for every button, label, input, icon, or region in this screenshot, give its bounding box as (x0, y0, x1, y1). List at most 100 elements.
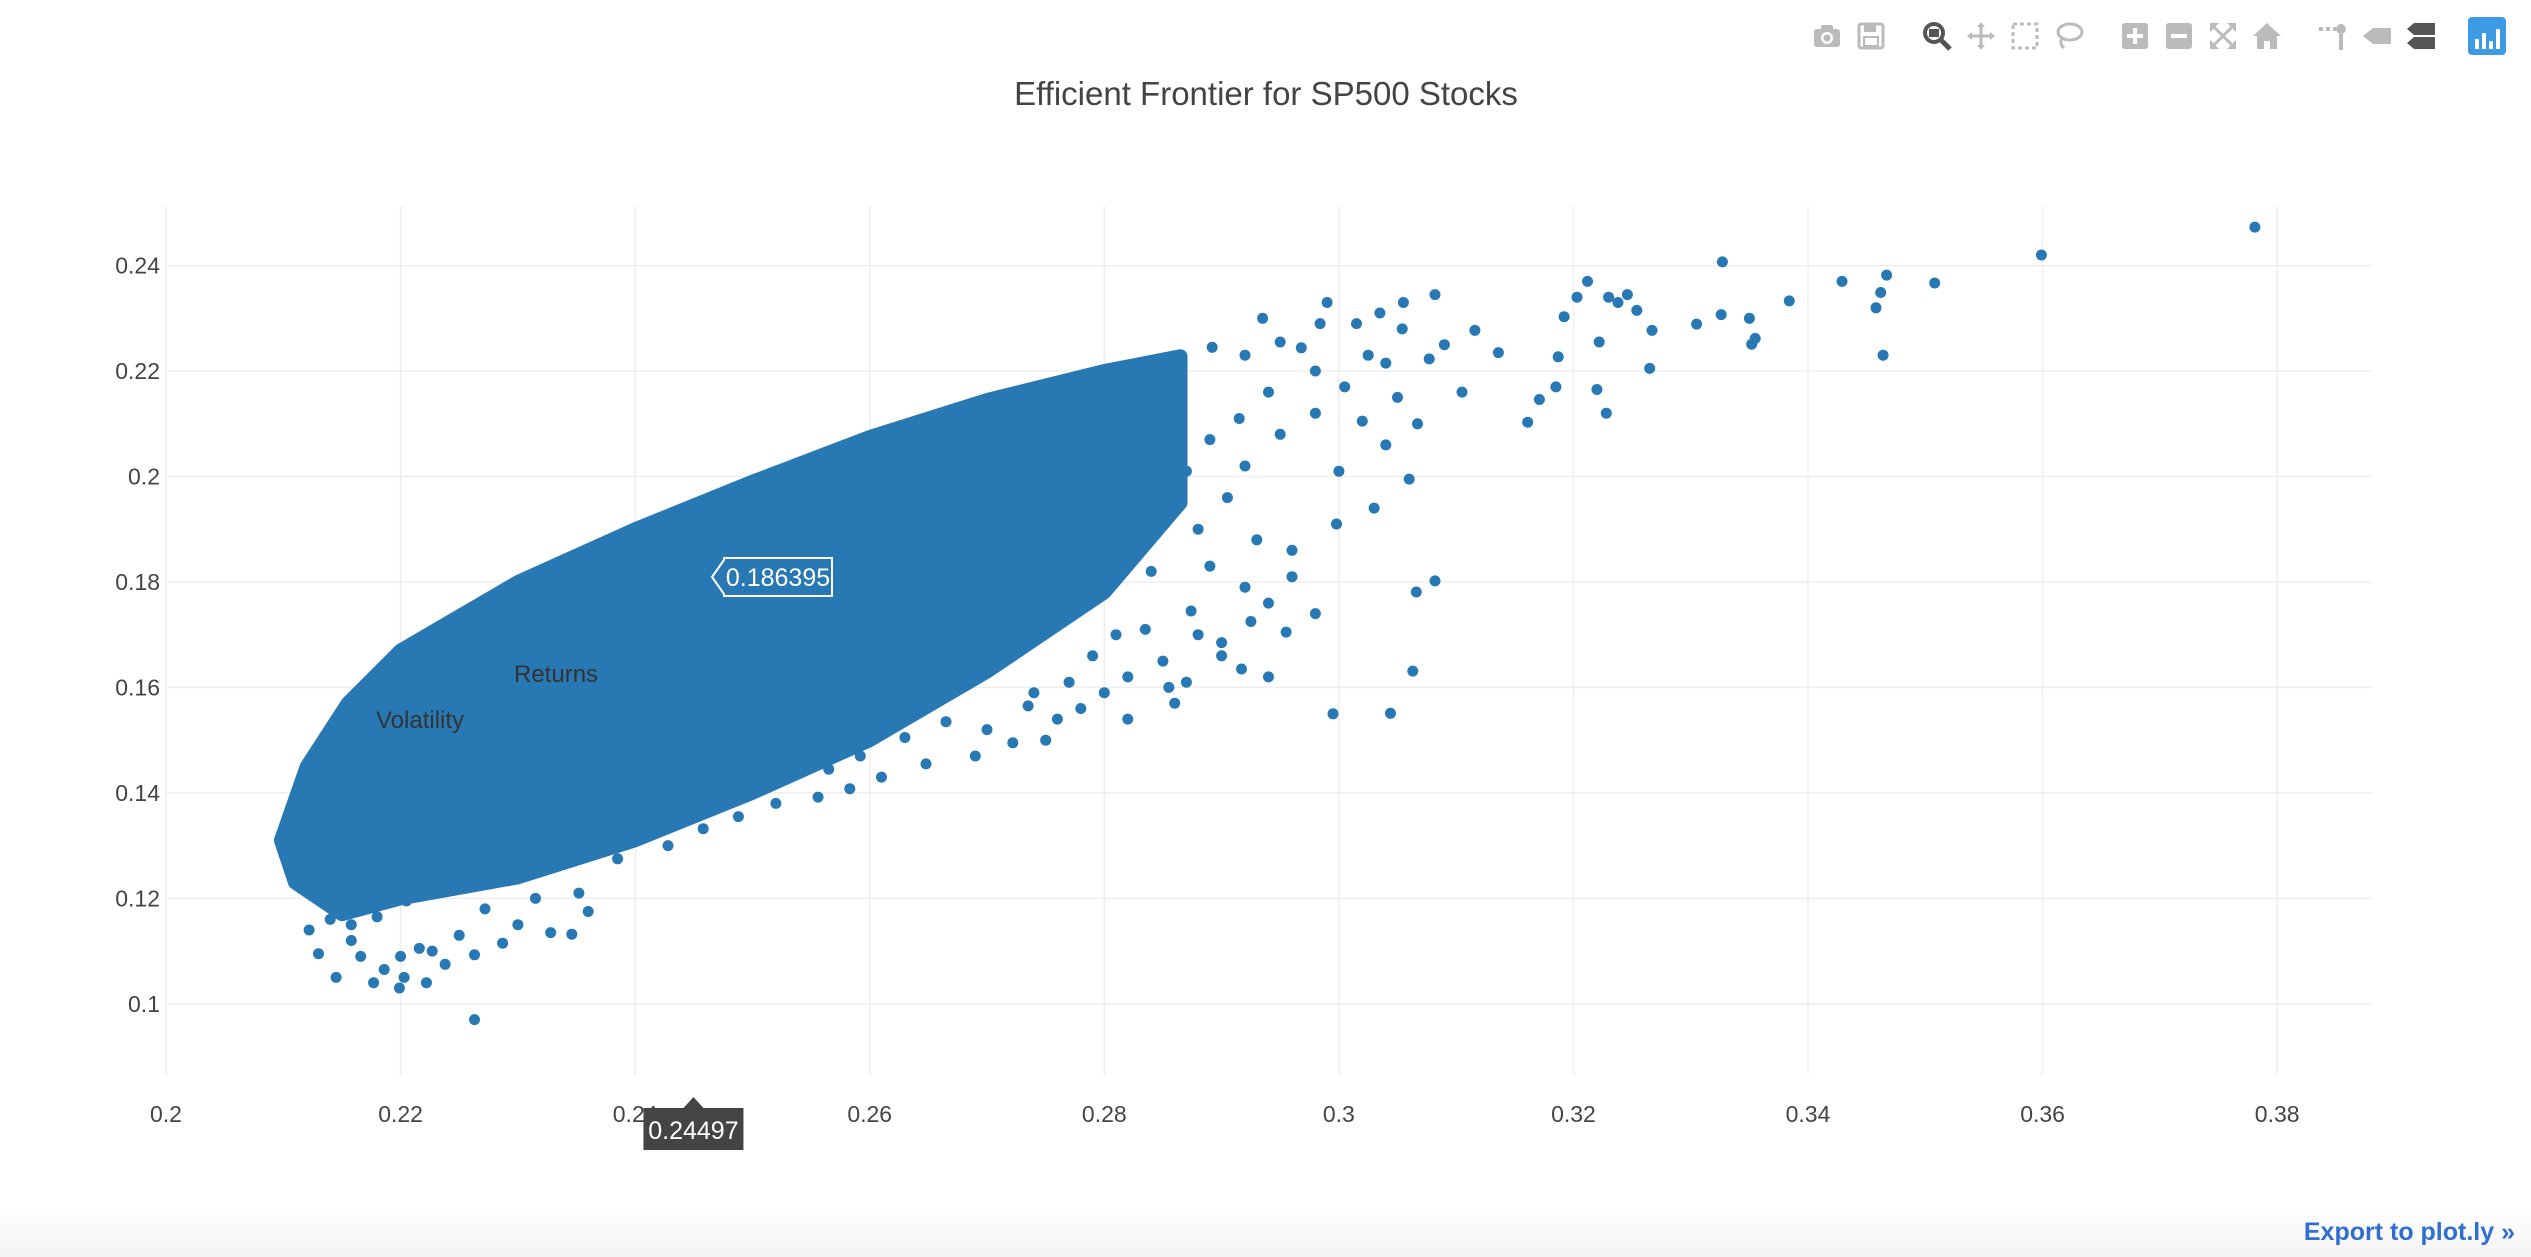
data-point[interactable] (946, 634, 958, 646)
data-point[interactable] (1600, 407, 1612, 419)
zoom-button[interactable] (1915, 14, 1959, 58)
data-point[interactable] (1239, 460, 1251, 472)
data-point[interactable] (1180, 465, 1192, 477)
data-point[interactable] (1169, 697, 1181, 709)
data-point[interactable] (1075, 703, 1087, 714)
data-point[interactable] (1380, 357, 1392, 369)
data-point[interactable] (395, 950, 407, 962)
data-point[interactable] (1356, 415, 1368, 427)
data-point[interactable] (1351, 318, 1362, 330)
data-point[interactable] (1233, 413, 1245, 424)
data-point[interactable] (1396, 323, 1408, 335)
data-point[interactable] (469, 949, 480, 961)
data-point[interactable] (324, 913, 336, 925)
data-point[interactable] (1110, 471, 1122, 482)
data-point[interactable] (1185, 605, 1197, 617)
data-point[interactable] (1204, 434, 1216, 446)
data-point[interactable] (1646, 324, 1658, 336)
data-point[interactable] (1368, 502, 1380, 514)
export-to-plotly-link[interactable]: Export to plot.ly » (2303, 1218, 2515, 1246)
data-point[interactable] (1251, 534, 1263, 546)
data-point[interactable] (1603, 291, 1615, 303)
data-point[interactable] (1716, 256, 1728, 268)
data-point[interactable] (1309, 407, 1321, 419)
data-point[interactable] (1257, 312, 1269, 324)
data-point[interactable] (641, 797, 653, 809)
pan-button[interactable] (1959, 14, 2003, 58)
data-point[interactable] (812, 791, 824, 803)
data-point[interactable] (1274, 336, 1286, 348)
data-point[interactable] (823, 763, 835, 775)
data-point[interactable] (1429, 289, 1441, 301)
lasso-select-button[interactable] (2047, 14, 2091, 58)
data-point[interactable] (439, 958, 451, 970)
data-point[interactable] (711, 766, 723, 778)
data-point[interactable] (368, 977, 380, 989)
data-point[interactable] (1783, 295, 1795, 307)
data-point[interactable] (876, 771, 887, 783)
data-point[interactable] (1274, 428, 1286, 440)
data-point[interactable] (799, 734, 811, 746)
data-point[interactable] (1204, 560, 1216, 572)
data-point[interactable] (1875, 287, 1887, 298)
zoom-out-button[interactable] (2157, 14, 2201, 58)
data-point[interactable] (1877, 349, 1889, 361)
data-point[interactable] (864, 703, 876, 714)
data-point[interactable] (612, 853, 624, 865)
data-point[interactable] (1122, 671, 1134, 683)
data-point[interactable] (1339, 381, 1351, 393)
data-point[interactable] (1621, 289, 1633, 301)
data-point[interactable] (1612, 297, 1624, 308)
data-point[interactable] (413, 942, 425, 954)
data-point[interactable] (1192, 523, 1204, 535)
data-point[interactable] (717, 792, 729, 804)
data-point[interactable] (378, 964, 390, 975)
data-point[interactable] (497, 937, 509, 949)
data-point[interactable] (479, 903, 491, 915)
data-point[interactable] (1456, 386, 1468, 398)
camera-button[interactable] (1805, 14, 1849, 58)
data-point[interactable] (1239, 349, 1251, 361)
data-point[interactable] (1206, 341, 1218, 353)
data-point[interactable] (1743, 312, 1755, 324)
data-point[interactable] (1122, 713, 1134, 725)
data-point[interactable] (526, 837, 538, 849)
data-point[interactable] (1221, 492, 1233, 504)
zoom-in-button[interactable] (2113, 14, 2157, 58)
data-point[interactable] (969, 750, 981, 762)
toggle-spike-lines-button[interactable] (2311, 14, 2355, 58)
data-point[interactable] (1746, 338, 1758, 350)
data-point[interactable] (330, 971, 342, 983)
data-point[interactable] (1314, 318, 1326, 330)
data-point[interactable] (1327, 708, 1339, 720)
data-point[interactable] (1236, 663, 1247, 675)
data-point[interactable] (1403, 473, 1415, 485)
data-point[interactable] (1374, 307, 1386, 319)
data-point[interactable] (963, 676, 975, 688)
data-point[interactable] (1245, 616, 1257, 627)
data-point[interactable] (371, 911, 383, 923)
data-point[interactable] (1309, 365, 1321, 377)
data-point[interactable] (844, 783, 856, 795)
data-point[interactable] (752, 782, 764, 794)
data-point[interactable] (1385, 707, 1396, 719)
data-point[interactable] (1715, 309, 1727, 321)
data-point[interactable] (600, 808, 612, 820)
data-point[interactable] (1286, 544, 1298, 556)
data-point[interactable] (1022, 700, 1034, 712)
compare-data-button[interactable] (2399, 14, 2443, 58)
data-point[interactable] (1423, 353, 1435, 365)
data-point[interactable] (1397, 297, 1409, 308)
data-point[interactable] (1098, 560, 1110, 572)
data-point[interactable] (1157, 444, 1169, 456)
data-point[interactable] (592, 840, 604, 852)
data-point[interactable] (459, 869, 471, 881)
data-point[interactable] (430, 879, 442, 891)
data-point[interactable] (662, 840, 674, 852)
data-point[interactable] (566, 928, 578, 940)
data-point[interactable] (1110, 629, 1122, 641)
data-point[interactable] (400, 895, 412, 907)
data-point[interactable] (1263, 597, 1274, 609)
data-point[interactable] (1192, 629, 1204, 641)
